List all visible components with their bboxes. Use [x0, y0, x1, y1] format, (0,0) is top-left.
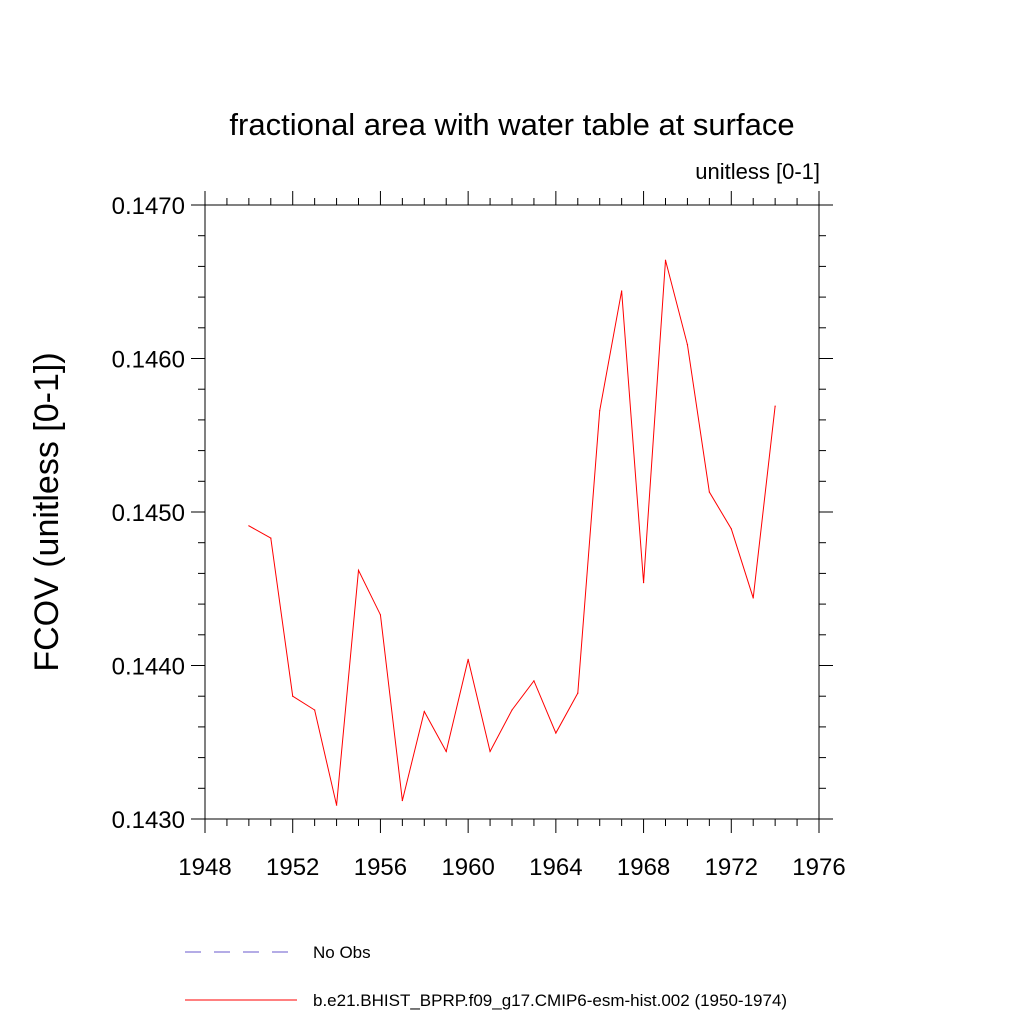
units-label: unitless [0-1]	[695, 159, 820, 184]
data-point	[686, 344, 689, 346]
data-point	[555, 732, 557, 734]
legend-label-model-run: b.e21.BHIST_BPRP.f09_g17.CMIP6-esm-hist.…	[313, 991, 787, 1010]
x-tick-label: 1968	[617, 854, 670, 881]
data-point	[577, 692, 579, 694]
x-axis-ticks: 1948 1952 1956 1960 1964 1968 1972 1976	[178, 191, 846, 881]
data-point	[248, 525, 250, 527]
y-tick-label: 0.1440	[112, 654, 185, 681]
data-point	[423, 710, 425, 713]
data-point	[335, 804, 338, 806]
series-line	[248, 260, 776, 806]
data-point	[708, 491, 710, 493]
data-point	[642, 582, 645, 584]
plot-frame	[204, 204, 820, 820]
data-point	[270, 537, 272, 539]
y-tick-label: 0.1430	[112, 807, 185, 834]
x-tick-label: 1972	[705, 854, 758, 881]
data-point	[292, 695, 294, 697]
data-point	[533, 680, 535, 682]
data-point	[489, 750, 491, 753]
x-tick-label: 1960	[441, 854, 494, 881]
data-point	[379, 614, 382, 616]
y-tick-label: 0.1470	[112, 193, 185, 220]
data-point	[314, 709, 316, 711]
data-point	[445, 750, 447, 753]
data-point	[621, 290, 623, 292]
y-axis-ticks: 0.1430 0.1440 0.1450 0.1460 0.1470	[112, 193, 833, 834]
data-point	[511, 709, 513, 711]
y-axis-label: FCOV (unitless [0-1])	[28, 352, 66, 671]
legend-label-no-obs: No Obs	[313, 943, 371, 962]
data-point	[401, 799, 403, 802]
data-point	[774, 405, 776, 407]
y-tick-label: 0.1450	[112, 500, 185, 527]
x-tick-label: 1948	[178, 854, 231, 881]
data-point	[664, 259, 667, 261]
series-layer	[248, 259, 776, 806]
x-tick-label: 1964	[529, 854, 582, 881]
data-point	[752, 597, 754, 599]
legend: No Obs b.e21.BHIST_BPRP.f09_g17.CMIP6-es…	[185, 943, 787, 1010]
data-point	[599, 410, 601, 412]
data-point	[730, 528, 732, 530]
chart-title: fractional area with water table at surf…	[229, 107, 794, 142]
data-point	[357, 569, 360, 571]
x-tick-label: 1976	[792, 854, 845, 881]
x-tick-label: 1952	[266, 854, 319, 881]
data-point	[467, 658, 469, 660]
x-tick-label: 1956	[354, 854, 407, 881]
y-tick-label: 0.1460	[112, 347, 185, 374]
